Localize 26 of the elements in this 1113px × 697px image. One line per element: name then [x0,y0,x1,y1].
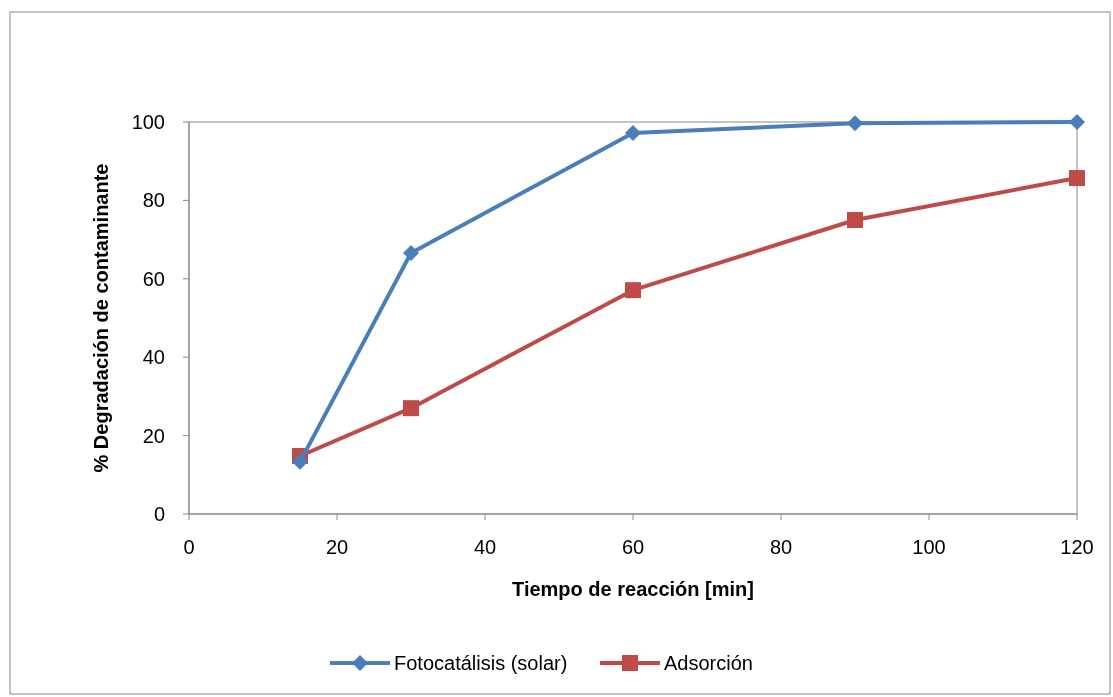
x-tick-label: 60 [621,536,645,558]
y-tick-label: 40 [142,346,165,369]
legend-label: Fotocatálisis (solar) [394,652,568,674]
legend-label: Adsorción [664,652,753,674]
point [1069,114,1085,130]
y-tick-label: 100 [131,111,165,133]
x-axis-title: Tiempo de reacción [min] [512,578,754,600]
point [1069,170,1085,187]
point [403,244,419,261]
y-tick-label: 20 [142,424,165,447]
x-tick-label: 40 [473,536,497,558]
y-tick-label: 80 [142,189,165,212]
x-tick-label: 20 [325,536,349,558]
y-axis-title: % Degradación de contaminante [90,163,112,473]
point [625,282,641,299]
point [847,212,863,228]
point [625,124,641,141]
point [847,115,863,132]
x-tick-label: 100 [912,536,946,558]
y-tick-label: 60 [142,267,165,290]
x-tick-label: 120 [1060,536,1094,558]
point [292,453,308,470]
x-tick-label: 80 [769,536,793,558]
point [403,400,419,417]
y-tick-label: 0 [153,503,165,525]
x-tick-label: 0 [183,536,195,558]
